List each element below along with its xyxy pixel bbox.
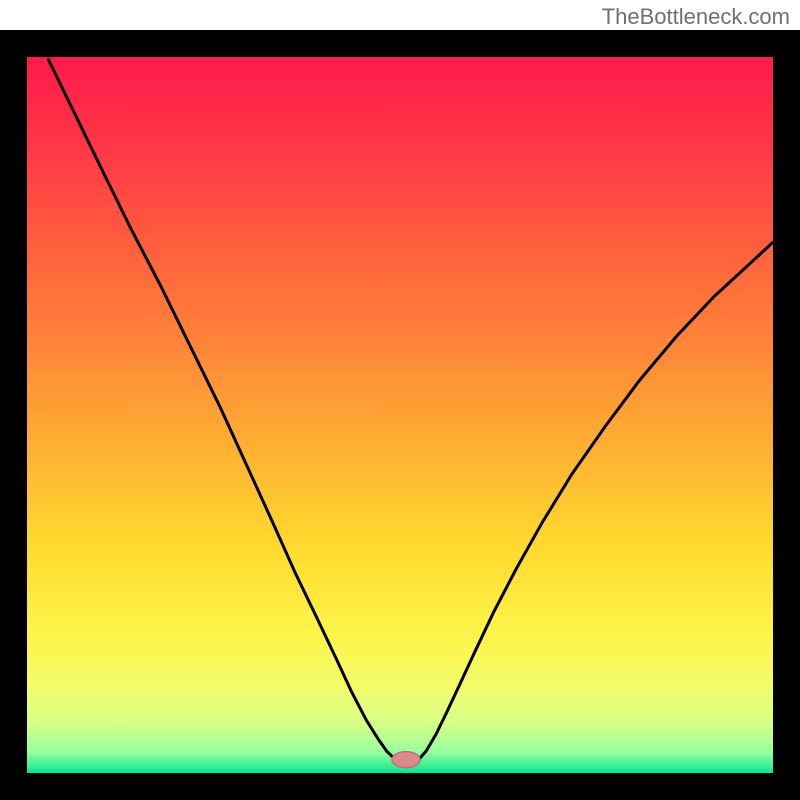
bottleneck-chart: TheBottleneck.com [0,0,800,800]
minimum-marker [392,752,420,768]
plot-area [26,56,774,774]
chart-svg [0,0,800,800]
watermark-text: TheBottleneck.com [602,4,790,30]
